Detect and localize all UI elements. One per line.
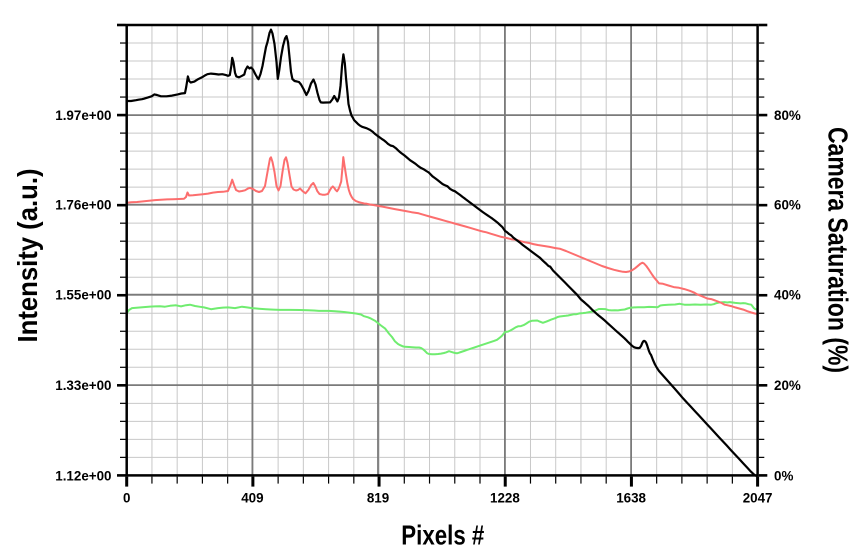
svg-text:2047: 2047 (743, 491, 773, 506)
svg-text:Intensity (a.u.): Intensity (a.u.) (12, 169, 43, 343)
svg-text:1.12e+00: 1.12e+00 (55, 468, 111, 483)
svg-text:1638: 1638 (616, 491, 646, 506)
svg-text:1.97e+00: 1.97e+00 (55, 108, 111, 123)
svg-text:0: 0 (123, 491, 130, 506)
svg-text:20%: 20% (774, 378, 801, 393)
svg-text:80%: 80% (774, 108, 801, 123)
svg-text:1.33e+00: 1.33e+00 (55, 378, 111, 393)
svg-text:Camera Saturation (%): Camera Saturation (%) (822, 127, 853, 373)
svg-text:1228: 1228 (490, 491, 520, 506)
svg-text:409: 409 (241, 491, 263, 506)
svg-text:1.55e+00: 1.55e+00 (55, 288, 111, 303)
svg-text:1.76e+00: 1.76e+00 (55, 198, 111, 213)
svg-text:819: 819 (367, 491, 389, 506)
svg-text:0%: 0% (774, 468, 793, 483)
svg-text:Pixels #: Pixels # (401, 520, 484, 551)
svg-text:40%: 40% (774, 288, 801, 303)
svg-text:60%: 60% (774, 198, 801, 213)
